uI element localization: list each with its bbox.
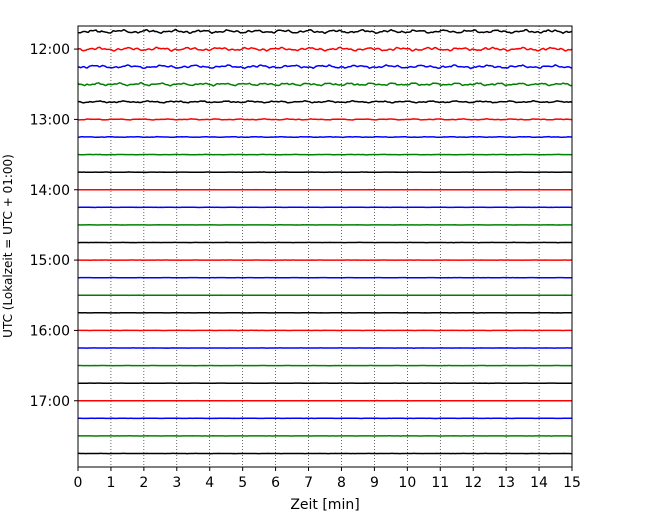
trace-line (78, 28, 572, 35)
x-tick-label: 4 (205, 475, 214, 491)
trace-line (78, 153, 572, 156)
x-tick-label: 15 (563, 475, 581, 491)
trace-line (78, 64, 572, 70)
plot-area (78, 26, 572, 467)
trace-line (78, 171, 572, 174)
trace-line (78, 99, 572, 104)
x-axis: 0 1 2 3 4 5 6 7 8 9 10 11 12 13 14 15 (74, 467, 581, 491)
trace-line (78, 82, 572, 87)
x-tick-label: 1 (106, 475, 115, 491)
y-tick-label: 13:00 (30, 112, 70, 128)
trace-line (78, 118, 572, 121)
x-tick-label: 3 (172, 475, 181, 491)
x-tick-label: 0 (74, 475, 83, 491)
y-tick-label: 12:00 (30, 42, 70, 58)
plot-frame (77, 25, 573, 468)
x-tick-label: 9 (370, 475, 379, 491)
x-axis-label: Zeit [min] (290, 497, 359, 513)
y-axis: 12:00 13:00 14:00 15:00 16:00 17:00 (30, 42, 78, 410)
y-axis-label: UTC (Lokalzeit = UTC + 01:00) (1, 154, 15, 338)
x-tick-label: 5 (238, 475, 247, 491)
y-tick-label: 15:00 (30, 253, 70, 269)
traces (78, 28, 572, 455)
x-tick-label: 14 (530, 475, 548, 491)
x-tick-label: 10 (398, 475, 416, 491)
trace-line (78, 135, 572, 139)
x-tick-label: 2 (139, 475, 148, 491)
x-tick-label: 8 (337, 475, 346, 491)
y-tick-label: 14:00 (30, 183, 70, 199)
y-tick-label: 16:00 (30, 323, 70, 339)
x-tick-label: 12 (464, 475, 482, 491)
y-tick-label: 17:00 (30, 394, 70, 410)
x-tick-label: 11 (431, 475, 449, 491)
x-tick-label: 6 (271, 475, 280, 491)
trace-line (78, 46, 572, 52)
x-tick-label: 13 (497, 475, 515, 491)
x-tick-label: 7 (304, 475, 313, 491)
